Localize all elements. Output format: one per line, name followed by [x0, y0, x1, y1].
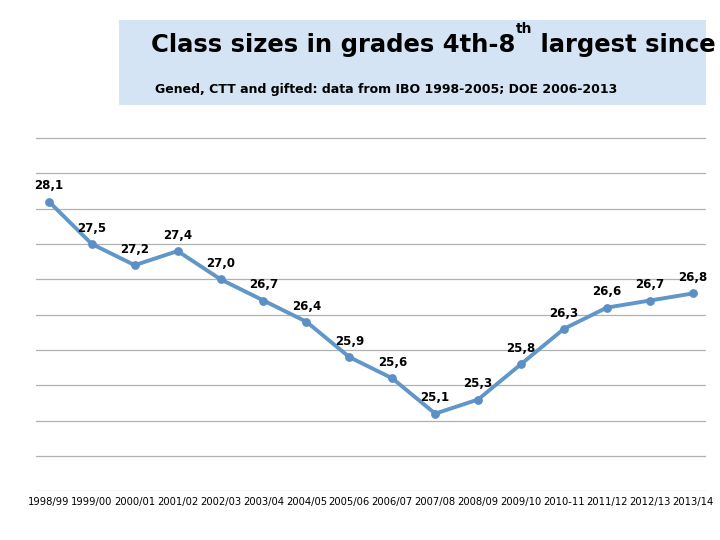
Point [129, 261, 140, 269]
Point [172, 247, 184, 255]
Point [687, 289, 698, 298]
Point [43, 197, 55, 206]
Text: 25,9: 25,9 [335, 335, 364, 348]
Text: 26,3: 26,3 [549, 307, 578, 320]
Point [86, 240, 98, 248]
Point [429, 409, 441, 418]
Text: 26,6: 26,6 [593, 286, 621, 299]
Text: 25,6: 25,6 [377, 356, 407, 369]
Text: 25,3: 25,3 [464, 377, 492, 390]
Text: 26,7: 26,7 [635, 278, 665, 292]
Point [472, 395, 484, 404]
Point [601, 303, 613, 312]
Point [258, 296, 269, 305]
Text: 26,7: 26,7 [249, 278, 278, 292]
Point [516, 360, 527, 368]
Text: Gened, CTT and gifted: data from IBO 1998-2005; DOE 2006-2013: Gened, CTT and gifted: data from IBO 199… [155, 83, 617, 96]
Text: 28,1: 28,1 [35, 179, 63, 192]
Text: 25,8: 25,8 [506, 342, 536, 355]
Point [215, 275, 226, 284]
Point [558, 325, 570, 333]
Text: 27,2: 27,2 [120, 243, 149, 256]
Text: largest since 2002: largest since 2002 [532, 33, 720, 57]
Text: 26,8: 26,8 [678, 271, 707, 284]
Point [387, 374, 398, 383]
Text: 25,1: 25,1 [420, 392, 450, 404]
Point [301, 318, 312, 326]
Text: Class sizes in grades 4th-8: Class sizes in grades 4th-8 [151, 33, 516, 57]
Text: 27,5: 27,5 [77, 222, 107, 235]
Text: 26,4: 26,4 [292, 300, 321, 313]
Point [343, 353, 355, 361]
Text: th: th [516, 22, 532, 36]
Text: 27,0: 27,0 [206, 257, 235, 270]
Point [644, 296, 655, 305]
Text: 27,4: 27,4 [163, 229, 192, 242]
